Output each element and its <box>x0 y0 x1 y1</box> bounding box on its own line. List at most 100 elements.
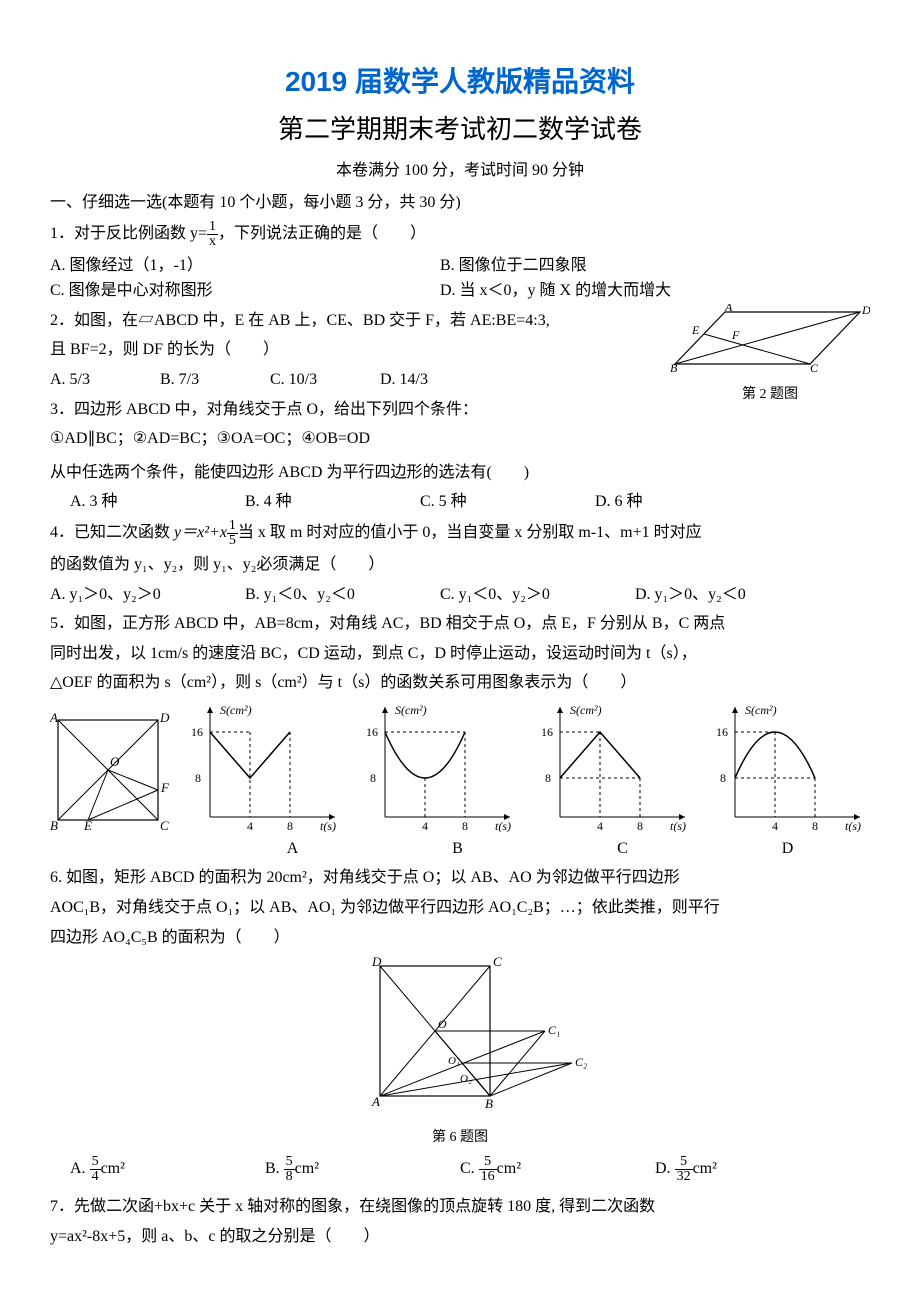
q5-labelB: B <box>378 836 538 862</box>
q6-caption: 第 6 题图 <box>50 1127 870 1149</box>
svg-text:B: B <box>50 818 58 832</box>
q4-frac: 15 <box>227 519 238 548</box>
svg-text:8: 8 <box>370 771 376 785</box>
svg-text:S(cm²): S(cm²) <box>395 703 427 717</box>
svg-text:O: O <box>110 754 120 769</box>
q5-labelA: A <box>213 836 373 862</box>
q6-line1: 6. 如图，矩形 ABCD 的面积为 20cm²，对角线交于点 O；以 AB、A… <box>50 865 870 891</box>
q5-graphD: S(cm²) t(s) 16 8 4 8 <box>710 702 870 832</box>
q4-optB: B. y₁＜0、y₂＜0 <box>245 582 440 608</box>
svg-text:O₁: O₁ <box>448 1055 460 1067</box>
q4: 4．已知二次函数 y＝x²+x15当 x 取 m 时对应的值小于 0，当自变量 … <box>50 519 870 548</box>
svg-text:C₁: C₁ <box>548 1023 560 1037</box>
svg-text:16: 16 <box>191 725 203 739</box>
svg-text:O₂: O₂ <box>460 1073 472 1085</box>
q1-optD: D. 当 x＜0，y 随 X 的增大而增大 <box>440 278 671 304</box>
svg-text:E: E <box>83 818 92 832</box>
q5-labelC: C <box>543 836 703 862</box>
q4-expr: y＝x²+x <box>174 524 227 541</box>
q3-line3: 从中任选两个条件，能使四边形 ABCD 为平行四边形的选法有( ) <box>50 460 870 486</box>
svg-text:16: 16 <box>716 725 728 739</box>
q6-line3: 四边形 AO₄C₅B 的面积为（ ） <box>50 925 870 951</box>
q4-pre: 4．已知二次函数 <box>50 524 174 541</box>
svg-text:F: F <box>160 780 170 795</box>
svg-text:16: 16 <box>366 725 378 739</box>
svg-text:A: A <box>50 712 58 725</box>
q7-line2: y=ax²-8x+5，则 a、b、c 的取之分别是（ ） <box>50 1224 870 1250</box>
q4-optC: C. y₁＜0、y₂＞0 <box>440 582 635 608</box>
q2-caption: 第 2 题图 <box>670 384 870 406</box>
q1: 1．对于反比例函数 y=1x，下列说法正确的是（ ） <box>50 220 870 249</box>
q3-optB: B. 4 种 <box>245 489 420 515</box>
q5-labelD: D <box>708 836 868 862</box>
svg-text:D: D <box>159 712 170 725</box>
q6-line2: AOC₁B，对角线交于点 O₁；以 AB、AO₁ 为邻边做平行四边形 AO₁C₂… <box>50 895 870 921</box>
svg-text:B: B <box>670 361 678 374</box>
meta-line: 本卷满分 100 分，考试时间 90 分钟 <box>50 158 870 184</box>
q4-options: A. y₁＞0、y₂＞0 B. y₁＜0、y₂＜0 C. y₁＜0、y₂＞0 D… <box>50 582 830 608</box>
q3-optA: A. 3 种 <box>70 489 245 515</box>
q5-line2: 同时出发，以 1cm/s 的速度沿 BC，CD 运动，到点 C，D 时停止运动，… <box>50 641 870 667</box>
q1-optC: C. 图像是中心对称图形 <box>50 278 440 304</box>
q2-optB: B. 7/3 <box>160 367 270 393</box>
q1-stem-pre: 1．对于反比例函数 y= <box>50 225 207 242</box>
svg-text:4: 4 <box>597 819 603 832</box>
q6-svg: D C A B O C₁ O₁ C₂ O₂ <box>330 956 590 1116</box>
svg-text:8: 8 <box>287 819 293 832</box>
svg-text:D: D <box>861 304 870 317</box>
q7-line1: 7．先做二次函+bx+c 关于 x 轴对称的图象，在绕图像的顶点旋转 180 度… <box>50 1194 870 1220</box>
svg-text:A: A <box>724 304 733 314</box>
svg-text:8: 8 <box>637 819 643 832</box>
q3-optC: C. 5 种 <box>420 489 595 515</box>
svg-text:4: 4 <box>422 819 428 832</box>
q6-optD: D. 532cm² <box>655 1155 850 1184</box>
svg-text:C: C <box>810 361 819 374</box>
svg-text:A: A <box>371 1094 380 1109</box>
q6-optA: A. 54cm² <box>70 1155 265 1184</box>
title-main: 2019 届数学人教版精品资料 <box>50 60 870 105</box>
q5-labels: A B C D <box>210 836 870 862</box>
q4-line2: 的函数值为 y₁、y₂，则 y₁、y₂必须满足（ ） <box>50 552 870 578</box>
svg-text:8: 8 <box>545 771 551 785</box>
svg-text:F: F <box>731 328 740 342</box>
q5-graphB: S(cm²) t(s) 16 8 4 8 <box>360 702 520 832</box>
svg-text:t(s): t(s) <box>495 819 511 832</box>
svg-text:D: D <box>371 956 382 969</box>
svg-text:O: O <box>438 1017 447 1031</box>
q6-figure: D C A B O C₁ O₁ C₂ O₂ 第 6 题图 <box>50 956 870 1149</box>
section-heading: 一、仔细选一选(本题有 10 个小题，每小题 3 分，共 30 分) <box>50 190 870 216</box>
svg-text:S(cm²): S(cm²) <box>745 703 777 717</box>
q1-optB: B. 图像位于二四象限 <box>440 253 587 279</box>
svg-text:C₂: C₂ <box>575 1055 587 1069</box>
q6-options: A. 54cm² B. 58cm² C. 516cm² D. 532cm² <box>70 1155 850 1184</box>
q5-line1: 5．如图，正方形 ABCD 中，AB=8cm，对角线 AC，BD 相交于点 O，… <box>50 611 870 637</box>
q2-optC: C. 10/3 <box>270 367 380 393</box>
q2-optD: D. 14/3 <box>380 367 428 393</box>
svg-text:8: 8 <box>462 819 468 832</box>
q4-optA: A. y₁＞0、y₂＞0 <box>50 582 245 608</box>
svg-text:C: C <box>493 956 502 969</box>
q3-line2: ①AD∥BC；②AD=BC；③OA=OC；④OB=OD <box>50 426 870 452</box>
q5-figures: A D B C O E F S(cm²) t(s) 16 8 4 8 S(cm²… <box>50 702 870 832</box>
svg-text:t(s): t(s) <box>320 819 336 832</box>
q6-optB: B. 58cm² <box>265 1155 460 1184</box>
svg-text:C: C <box>160 818 169 832</box>
svg-text:E: E <box>691 323 700 337</box>
q3-optD: D. 6 种 <box>595 489 770 515</box>
q5-graphC: S(cm²) t(s) 16 8 4 8 <box>535 702 695 832</box>
svg-text:S(cm²): S(cm²) <box>570 703 602 717</box>
svg-text:4: 4 <box>772 819 778 832</box>
svg-text:t(s): t(s) <box>845 819 861 832</box>
q3-options: A. 3 种 B. 4 种 C. 5 种 D. 6 种 <box>70 489 770 515</box>
q6-optC: C. 516cm² <box>460 1155 655 1184</box>
q2-svg: A D B C E F <box>670 304 870 374</box>
svg-text:8: 8 <box>720 771 726 785</box>
q4-post1: 当 x 取 m 时对应的值小于 0，当自变量 x 分别取 m-1、m+1 时对应 <box>238 524 702 541</box>
svg-text:8: 8 <box>195 771 201 785</box>
q2-optA: A. 5/3 <box>50 367 160 393</box>
q5-square: A D B C O E F <box>50 712 170 832</box>
q5-graphA: S(cm²) t(s) 16 8 4 8 <box>185 702 345 832</box>
q4-optD: D. y₁＞0、y₂＜0 <box>635 582 830 608</box>
svg-text:t(s): t(s) <box>670 819 686 832</box>
title-sub: 第二学期期末考试初二数学试卷 <box>50 109 870 151</box>
